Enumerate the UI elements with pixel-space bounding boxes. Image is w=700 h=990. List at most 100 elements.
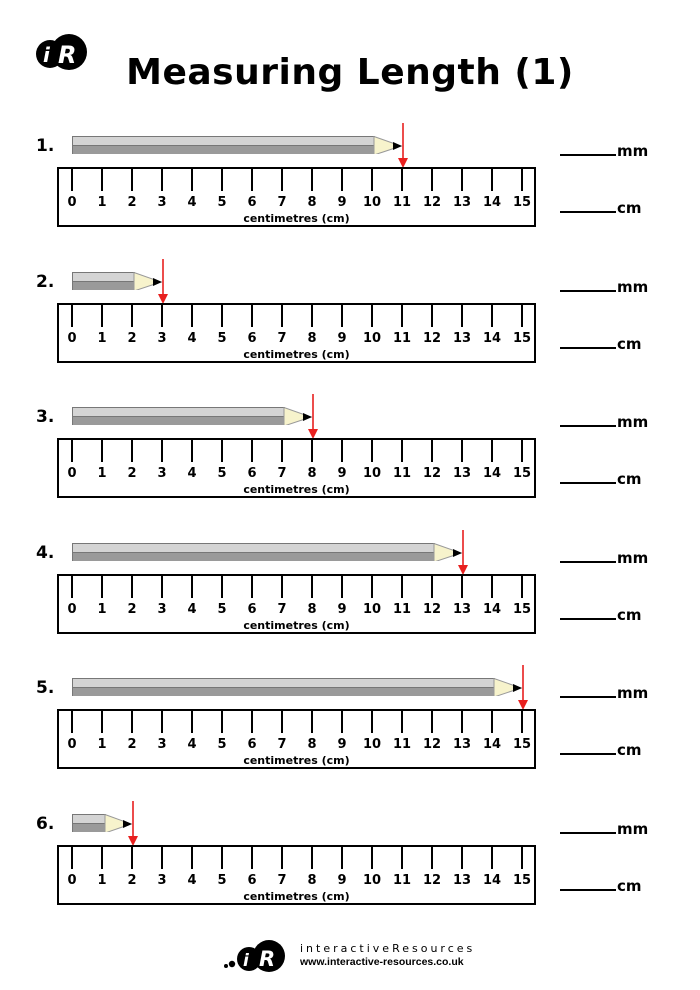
answer-blank[interactable] <box>560 617 616 620</box>
ruler-number: 7 <box>277 872 287 888</box>
ruler-tick <box>341 711 343 733</box>
ruler-tick <box>401 711 403 733</box>
answer-cm-field[interactable]: cm <box>560 877 642 895</box>
ruler-tick <box>341 304 343 327</box>
answer-blank[interactable] <box>560 831 616 834</box>
ruler-tick <box>191 711 193 733</box>
ruler-tick <box>101 846 103 869</box>
answer-cm-field[interactable]: cm <box>560 199 642 217</box>
ruler-tick <box>401 440 403 462</box>
svg-text:i: i <box>243 951 250 971</box>
ruler-tick <box>371 575 373 598</box>
ruler-tick <box>131 169 133 191</box>
answer-blank[interactable] <box>560 154 616 156</box>
ruler-number: 15 <box>512 466 532 481</box>
question-row: 5. 0 1 2 3 4 5 6 7 8 9 10 11 12 13 14 15 centimetres (cm)… <box>0 662 700 797</box>
answer-mm-field[interactable]: mm <box>560 684 648 702</box>
pencil-icon <box>72 407 312 425</box>
ruler-tick <box>521 304 523 327</box>
question-number: 4. <box>36 542 55 563</box>
footer-url-link[interactable]: www.interactive-resources.co.uk <box>300 956 464 968</box>
ruler-number: 8 <box>307 330 317 346</box>
ruler-tick <box>101 304 103 327</box>
answer-blank[interactable] <box>560 425 616 427</box>
ruler-tick <box>431 711 433 733</box>
ruler-tick <box>521 846 523 869</box>
ruler: 0 1 2 3 4 5 6 7 8 9 10 11 12 13 14 15 centimetres (cm) <box>57 844 536 905</box>
answer-cm-field[interactable]: cm <box>560 606 642 624</box>
ruler-number: 0 <box>67 737 77 752</box>
ruler-tick <box>491 711 493 733</box>
answer-blank[interactable] <box>560 346 616 349</box>
pencil-icon <box>72 136 402 154</box>
answer-blank[interactable] <box>560 482 616 484</box>
ruler-number: 5 <box>217 466 227 481</box>
answer-blank[interactable] <box>560 888 616 891</box>
ruler-tick <box>221 846 223 869</box>
ruler-number: 1 <box>97 195 107 210</box>
answer-cm-field[interactable]: cm <box>560 470 642 488</box>
ruler-number: 14 <box>482 466 502 481</box>
ruler-number: 13 <box>452 601 472 617</box>
ruler-tick <box>311 575 313 598</box>
question-number: 6. <box>36 813 55 834</box>
ruler-number: 12 <box>422 737 442 752</box>
answer-blank[interactable] <box>560 560 616 563</box>
pencil-icon <box>72 542 462 561</box>
ruler-number: 14 <box>482 737 502 752</box>
answer-mm-field[interactable]: mm <box>560 278 648 296</box>
ruler-tick <box>431 169 433 191</box>
answer-mm-field[interactable]: mm <box>560 413 648 431</box>
answer-blank[interactable] <box>560 289 616 292</box>
question-row: 1. 0 1 2 3 4 5 6 7 8 9 10 11 12 13 14 15 centimetres (cm)… <box>0 120 700 255</box>
answer-mm-field[interactable]: mm <box>560 820 648 838</box>
ruler-number: 14 <box>482 330 502 346</box>
ruler-number: 6 <box>247 872 257 888</box>
ruler-tick <box>401 304 403 327</box>
footer: i R interactiveResources www.interactive… <box>222 938 482 978</box>
ruler-tick <box>341 440 343 462</box>
ruler-number: 5 <box>217 195 227 210</box>
answer-unit-label: cm <box>617 199 642 217</box>
ruler-number: 10 <box>362 330 382 346</box>
answer-blank[interactable] <box>560 211 616 213</box>
svg-text:R: R <box>58 41 76 69</box>
answer-cm-field[interactable]: cm <box>560 335 642 353</box>
ruler-number: 12 <box>422 466 442 481</box>
answer-blank[interactable] <box>560 753 616 755</box>
ruler-tick <box>281 169 283 191</box>
answer-unit-label: cm <box>617 876 642 895</box>
pencil-icon <box>72 678 522 696</box>
ruler-tick <box>461 169 463 191</box>
ruler-tick <box>311 846 313 869</box>
ruler-tick <box>521 711 523 733</box>
ruler-number: 15 <box>512 737 532 752</box>
ruler-number: 10 <box>362 466 382 481</box>
ruler-number: 1 <box>97 466 107 481</box>
ruler-tick <box>371 846 373 869</box>
ruler-tick <box>491 304 493 327</box>
ruler-tick <box>281 711 283 733</box>
ruler-number: 2 <box>127 195 137 210</box>
ruler-number: 14 <box>482 601 502 617</box>
ruler-number: 7 <box>277 737 287 752</box>
ruler-number: 8 <box>307 737 317 752</box>
red-arrow-icon <box>128 800 138 846</box>
ruler-number: 3 <box>157 195 167 210</box>
ruler-tick <box>221 440 223 462</box>
answer-mm-field[interactable]: mm <box>560 142 648 160</box>
answer-cm-field[interactable]: cm <box>560 741 642 759</box>
ruler-number: 8 <box>307 872 317 888</box>
ruler-number: 1 <box>97 330 107 346</box>
ruler-unit-label: centimetres (cm) <box>243 754 350 767</box>
ruler: 0 1 2 3 4 5 6 7 8 9 10 11 12 13 14 15 centimetres (cm) <box>57 709 536 769</box>
answer-unit-label: mm <box>617 819 649 838</box>
ruler-unit-label: centimetres (cm) <box>243 212 350 225</box>
page-title: Measuring Length (1) <box>126 52 574 93</box>
answer-mm-field[interactable]: mm <box>560 549 648 567</box>
answer-blank[interactable] <box>560 696 616 698</box>
ruler-tick <box>281 575 283 598</box>
pencil-icon <box>72 813 132 832</box>
ruler: 0 1 2 3 4 5 6 7 8 9 10 11 12 13 14 15 centimetres (cm) <box>57 167 536 227</box>
ruler-number: 3 <box>157 466 167 481</box>
